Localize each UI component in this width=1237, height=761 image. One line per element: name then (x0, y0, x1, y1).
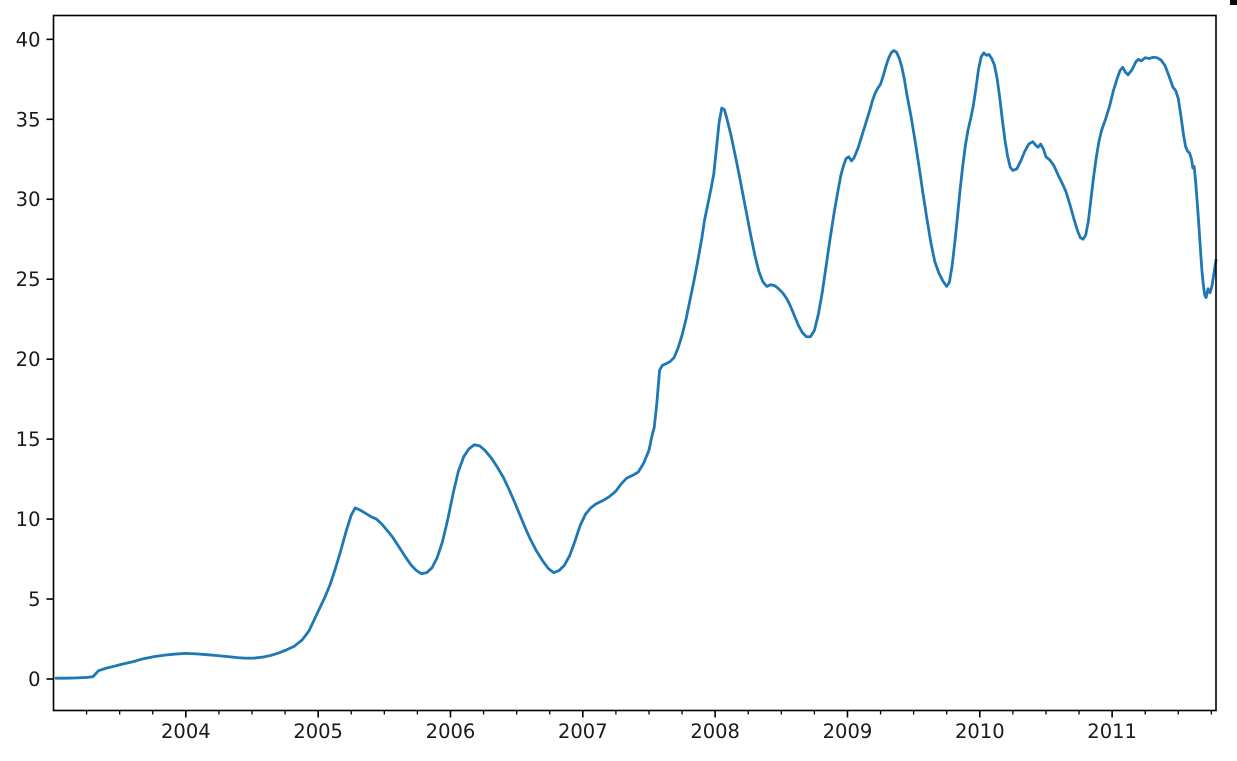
x-tick-label: 2006 (426, 720, 476, 743)
y-tick-label: 10 (16, 508, 41, 531)
x-tick-label: 2004 (161, 720, 211, 743)
y-tick-label: 15 (16, 428, 41, 451)
x-tick-label: 2009 (823, 720, 873, 743)
x-tick-label: 2007 (558, 720, 608, 743)
x-tick-label: 2011 (1087, 720, 1137, 743)
y-tick-label: 0 (28, 668, 40, 691)
x-tick-label: 2005 (293, 720, 343, 743)
y-tick-label: 25 (16, 268, 41, 291)
y-tick-label: 30 (16, 188, 41, 211)
axes-spines (52, 14, 1217, 712)
x-tick-label: 2010 (955, 720, 1005, 743)
x-tick-label: 2008 (690, 720, 740, 743)
y-tick-label: 40 (16, 28, 41, 51)
y-tick-label: 20 (16, 348, 41, 371)
corner-mark-icon (1230, 0, 1237, 5)
y-tick-label: 35 (16, 108, 41, 131)
data-series-line (54, 49, 1218, 680)
y-tick-label: 5 (28, 588, 40, 611)
